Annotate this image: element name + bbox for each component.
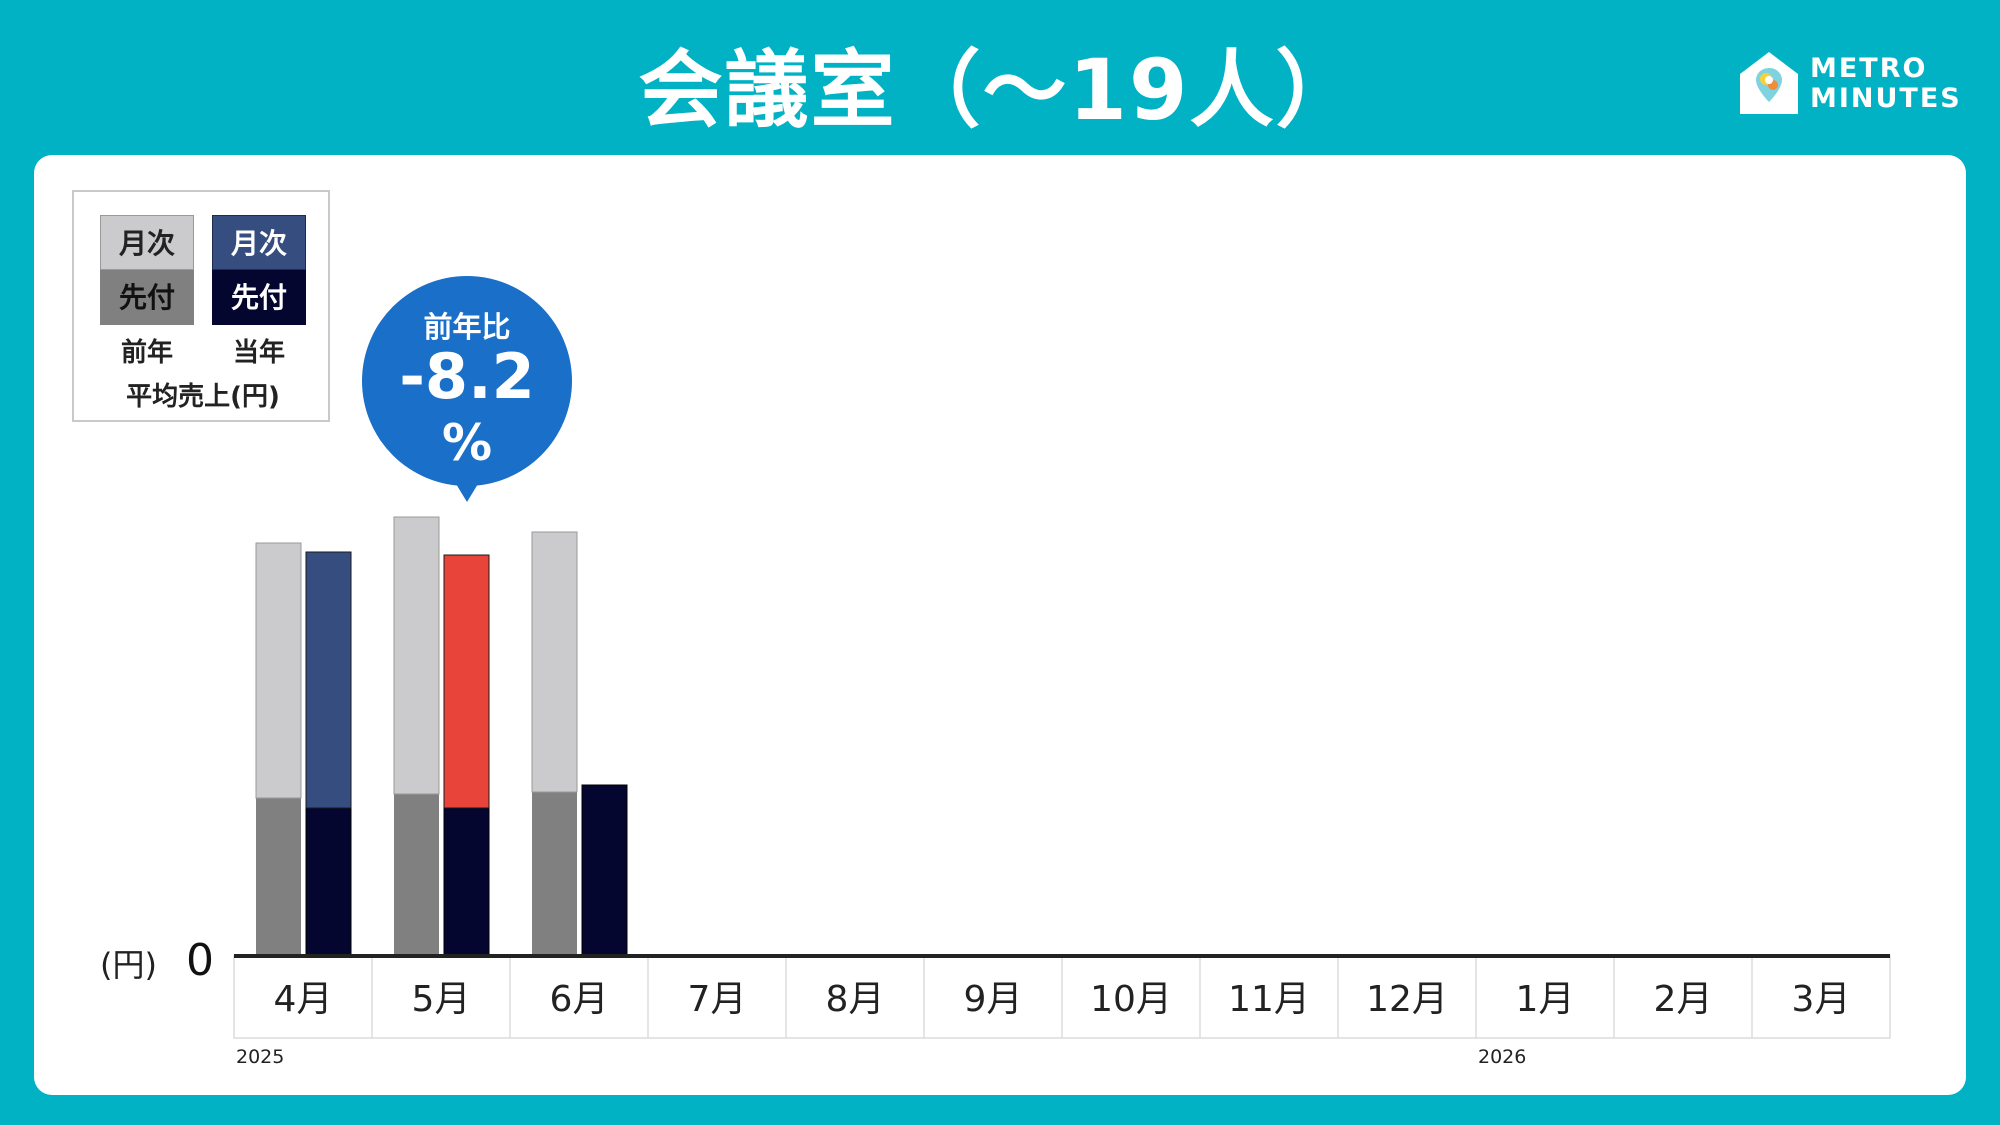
y-axis-zero-label: 0 xyxy=(186,935,214,986)
bar-curr-advance xyxy=(305,807,352,957)
chart-legend: 月次 先付 月次 先付 前年 当年 平均売上(円) xyxy=(72,190,330,422)
yoy-callout: 前年比 -8.2 % xyxy=(362,276,572,486)
bar-prev-monthly xyxy=(255,542,302,799)
callout-label: 前年比 xyxy=(423,310,511,344)
legend-curr-caption: 当年 xyxy=(232,338,285,368)
x-tick-label: 6月 xyxy=(550,979,609,1020)
x-tick-label: 5月 xyxy=(412,979,471,1020)
legend-curr-monthly: 月次 xyxy=(212,215,306,270)
x-tick-label: 2月 xyxy=(1654,979,1713,1020)
bar-curr-monthly-highlight xyxy=(443,554,490,809)
logo-line-1: METRO xyxy=(1810,53,1928,84)
x-tick-label: 7月 xyxy=(688,979,747,1020)
house-pin-icon xyxy=(1740,52,1798,114)
bar-prev-monthly xyxy=(531,531,578,793)
bar-prev-monthly xyxy=(393,516,440,795)
brand-logo: METRO MINUTES xyxy=(1738,50,1960,120)
legend-subtitle: 平均売上(円) xyxy=(126,382,280,412)
logo-line-2: MINUTES xyxy=(1810,83,1962,114)
chart-card xyxy=(34,155,1966,1095)
bar-prev-advance xyxy=(532,792,577,956)
bar-curr-monthly xyxy=(305,551,352,809)
x-tick-label: 9月 xyxy=(964,979,1023,1020)
x-tick-label: 3月 xyxy=(1792,979,1851,1020)
x-tick-label: 8月 xyxy=(826,979,885,1020)
x-tick-label: 1月 xyxy=(1516,979,1575,1020)
bar-curr-advance xyxy=(581,784,628,957)
y-axis-unit: (円) xyxy=(100,946,157,984)
callout-value: -8.2 xyxy=(399,340,535,413)
legend-prev-advance: 先付 xyxy=(100,270,194,325)
page-title: 会議室（～19人） xyxy=(638,41,1362,139)
bar-prev-advance xyxy=(394,794,439,956)
x-tick-label: 11月 xyxy=(1228,979,1310,1020)
year-label: 2025 xyxy=(236,1046,285,1068)
bar-prev-advance xyxy=(256,798,301,956)
legend-prev-caption: 前年 xyxy=(120,338,173,368)
year-label: 2026 xyxy=(1478,1046,1527,1068)
bar-curr-advance xyxy=(443,807,490,957)
legend-prev-monthly: 月次 xyxy=(100,215,194,270)
x-tick-label: 4月 xyxy=(274,979,333,1020)
legend-curr-advance: 先付 xyxy=(212,270,306,325)
x-tick-label: 12月 xyxy=(1366,979,1448,1020)
x-tick-label: 10月 xyxy=(1090,979,1172,1020)
callout-unit: % xyxy=(441,414,493,472)
